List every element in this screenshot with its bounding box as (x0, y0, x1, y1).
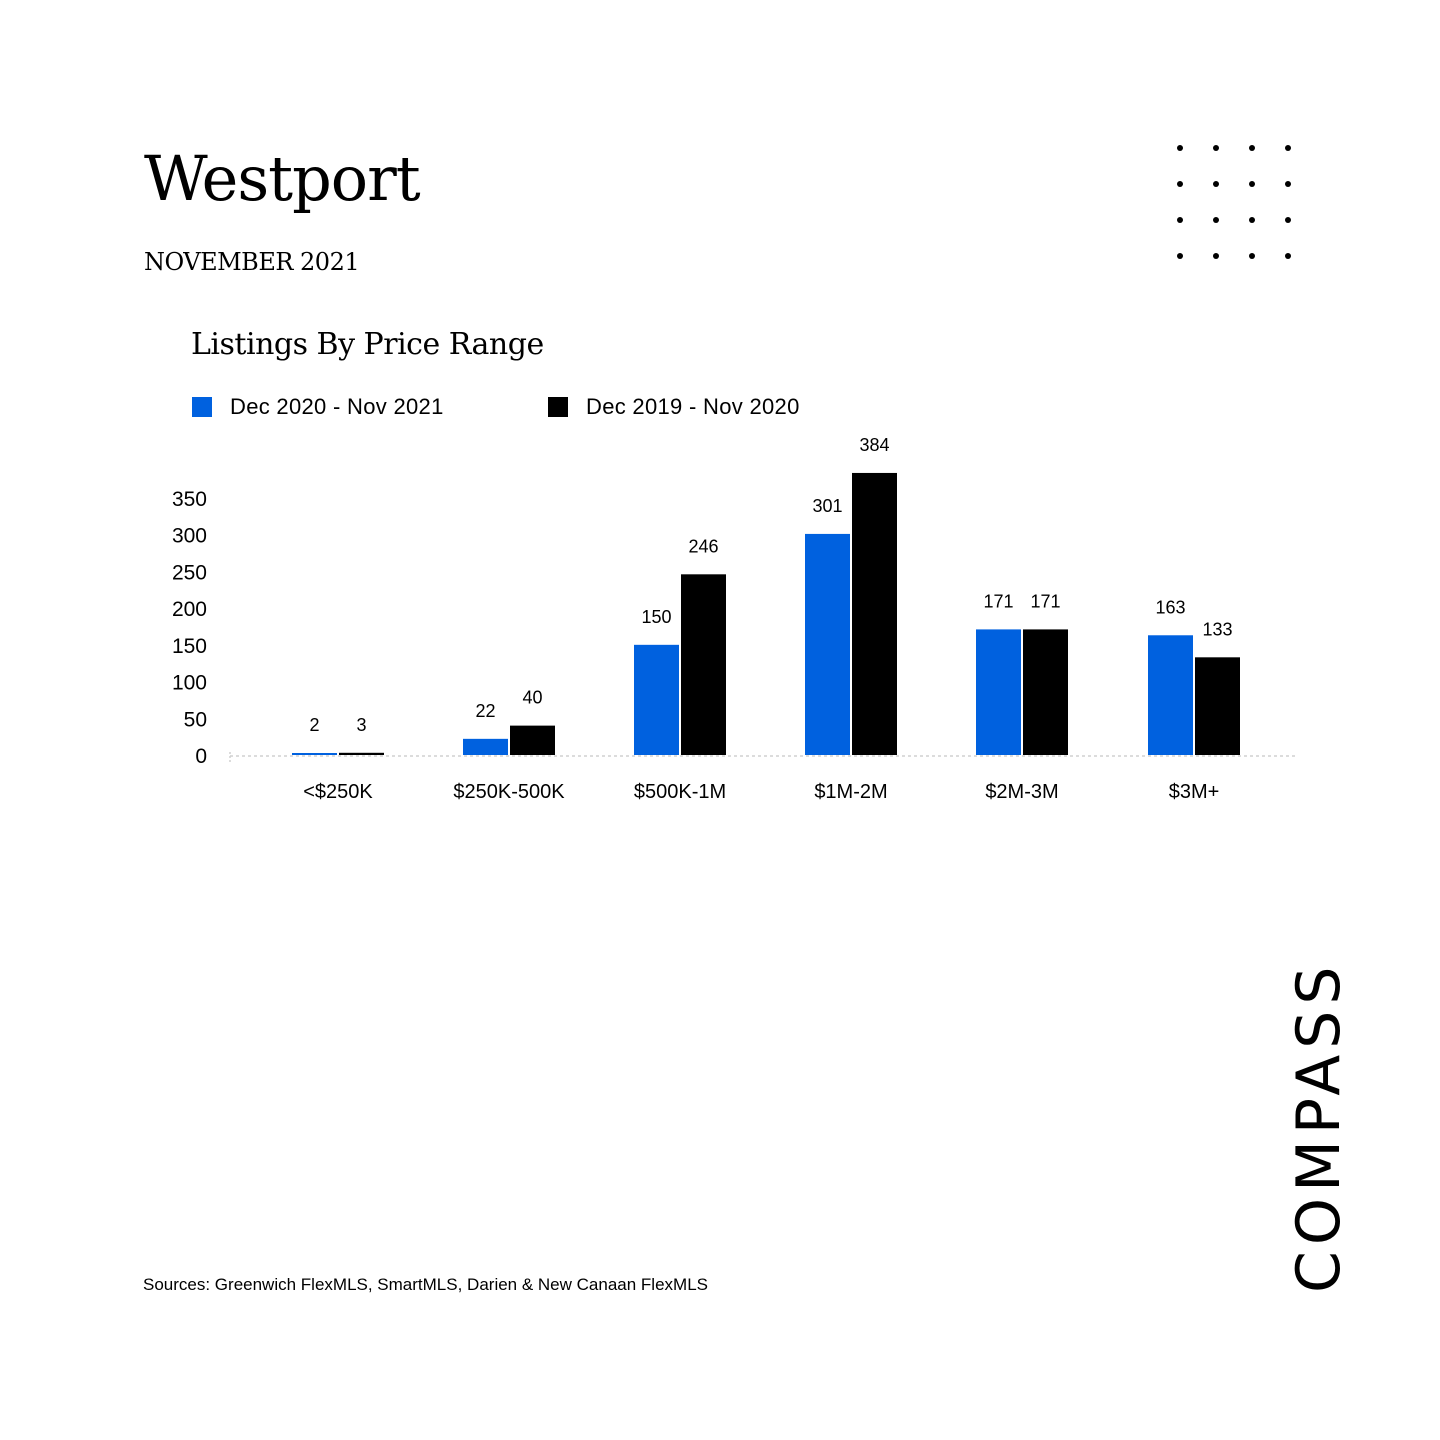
dot-2-3 (1285, 217, 1291, 223)
legend-item-series-1: Dec 2020 - Nov 2021 (192, 392, 444, 422)
y-tick-label-350: 350 (172, 488, 207, 511)
page-subtitle: NOVEMBER 2021 (144, 248, 360, 276)
x-tick-label-0: <$250K (303, 781, 373, 803)
bar-series-2-0 (339, 752, 384, 755)
bar-series-2-4 (1023, 629, 1068, 755)
page-title: Westport (144, 142, 421, 215)
compass-logo: COMPASS (1284, 960, 1354, 1293)
y-tick-label-50: 50 (184, 708, 207, 731)
dot-0-2 (1249, 145, 1255, 151)
dot-0-3 (1285, 145, 1291, 151)
y-tick-label-250: 250 (172, 561, 207, 584)
dot-3-1 (1213, 253, 1219, 259)
dot-1-1 (1213, 181, 1219, 187)
data-label-series-2-3: 384 (859, 435, 889, 455)
x-tick-label-5: $3M+ (1169, 781, 1220, 803)
bar-series-1-3 (805, 533, 850, 755)
y-tick-label-300: 300 (172, 525, 207, 548)
x-tick-label-2: $500K-1M (634, 781, 726, 803)
x-tick-label-4: $2M-3M (985, 781, 1058, 803)
legend-item-series-2: Dec 2019 - Nov 2020 (548, 392, 800, 422)
y-tick-label-150: 150 (172, 635, 207, 658)
bar-series-1-4 (976, 629, 1021, 755)
data-label-series-1-3: 301 (812, 496, 842, 516)
data-label-series-2-0: 3 (356, 715, 366, 735)
data-label-series-1-2: 150 (641, 607, 671, 627)
data-label-series-2-5: 133 (1202, 619, 1232, 639)
dot-3-0 (1177, 253, 1183, 259)
y-tick-label-200: 200 (172, 598, 207, 621)
dot-3-2 (1249, 253, 1255, 259)
dot-2-0 (1177, 217, 1183, 223)
data-label-series-2-1: 40 (522, 688, 542, 708)
legend-label-series-2: Dec 2019 - Nov 2020 (586, 394, 800, 419)
bar-series-2-3 (852, 472, 897, 755)
dot-1-2 (1249, 181, 1255, 187)
bar-series-1-2 (634, 644, 679, 755)
x-tick-label-1: $250K-500K (453, 781, 565, 803)
data-label-series-1-4: 171 (983, 591, 1013, 611)
x-tick-label-3: $1M-2M (814, 781, 887, 803)
dot-1-0 (1177, 181, 1183, 187)
dot-2-2 (1249, 217, 1255, 223)
chart-title: Listings By Price Range (191, 327, 544, 362)
dot-1-3 (1285, 181, 1291, 187)
legend-label-series-1: Dec 2020 - Nov 2021 (230, 394, 444, 419)
data-label-series-2-4: 171 (1030, 591, 1060, 611)
y-tick-label-100: 100 (172, 672, 207, 695)
bar-series-1-1 (463, 738, 508, 755)
y-tick-label-0: 0 (195, 745, 207, 768)
bar-series-2-1 (510, 725, 555, 755)
legend-swatch-series-1 (192, 397, 212, 417)
bar-series-1-5 (1148, 635, 1193, 755)
bar-series-2-2 (681, 574, 726, 755)
dot-3-3 (1285, 253, 1291, 259)
sources-note: Sources: Greenwich FlexMLS, SmartMLS, Da… (143, 1275, 708, 1294)
dot-0-0 (1177, 145, 1183, 151)
data-label-series-1-1: 22 (475, 701, 495, 721)
legend-swatch-series-2 (548, 397, 568, 417)
dot-0-1 (1213, 145, 1219, 151)
data-label-series-1-5: 163 (1155, 597, 1185, 617)
bar-series-1-0 (292, 753, 337, 755)
dot-grid-decoration (1172, 140, 1302, 270)
bar-series-2-5 (1195, 657, 1240, 755)
data-label-series-1-0: 2 (309, 715, 319, 735)
dot-2-1 (1213, 217, 1219, 223)
data-label-series-2-2: 246 (688, 536, 718, 556)
